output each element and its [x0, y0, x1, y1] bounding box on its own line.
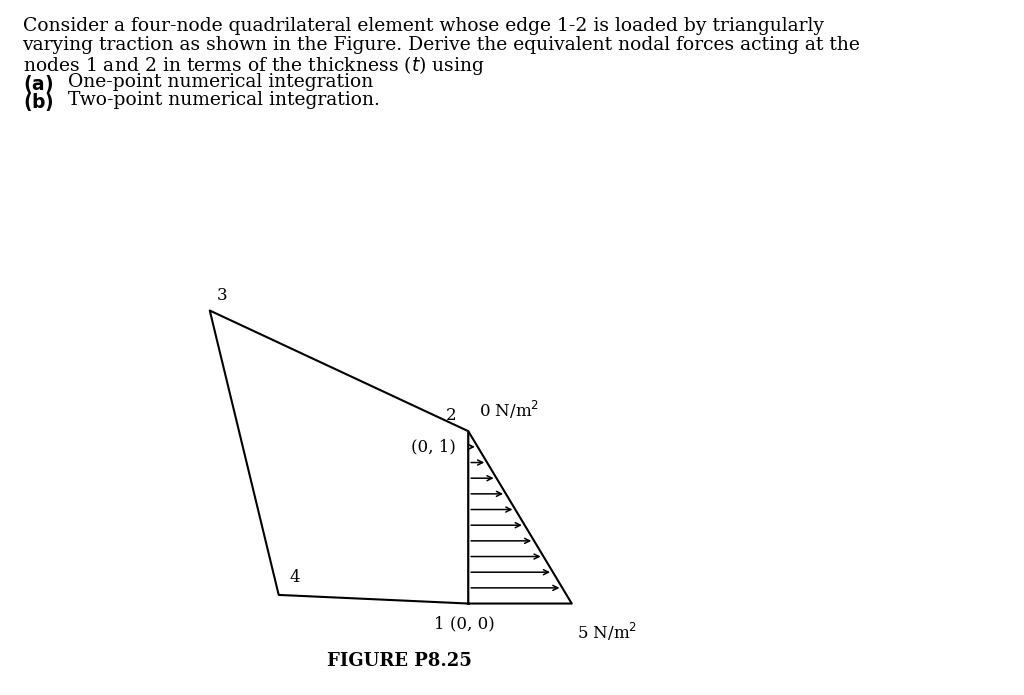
Text: 3: 3: [217, 286, 227, 304]
Text: 0 N/m$^2$: 0 N/m$^2$: [478, 399, 539, 421]
Text: 4: 4: [289, 569, 300, 587]
Text: One-point numerical integration: One-point numerical integration: [56, 73, 374, 91]
Text: Consider a four-node quadrilateral element whose edge 1-2 is loaded by triangula: Consider a four-node quadrilateral eleme…: [23, 17, 823, 35]
Text: 5 N/m$^2$: 5 N/m$^2$: [577, 621, 637, 643]
Text: FIGURE P8.25: FIGURE P8.25: [327, 652, 472, 670]
Text: $\mathbf{(a)}$: $\mathbf{(a)}$: [23, 73, 53, 95]
Text: 1 (0, 0): 1 (0, 0): [434, 616, 496, 632]
Polygon shape: [468, 431, 571, 603]
Text: 2: 2: [445, 407, 457, 424]
Text: varying traction as shown in the Figure. Derive the equivalent nodal forces acti: varying traction as shown in the Figure.…: [23, 36, 860, 54]
Text: $\mathbf{(b)}$: $\mathbf{(b)}$: [23, 91, 53, 113]
Text: Two-point numerical integration.: Two-point numerical integration.: [56, 91, 380, 109]
Text: nodes 1 and 2 in terms of the thickness ($t$) using: nodes 1 and 2 in terms of the thickness …: [23, 54, 484, 77]
Text: (0, 1): (0, 1): [412, 438, 457, 455]
